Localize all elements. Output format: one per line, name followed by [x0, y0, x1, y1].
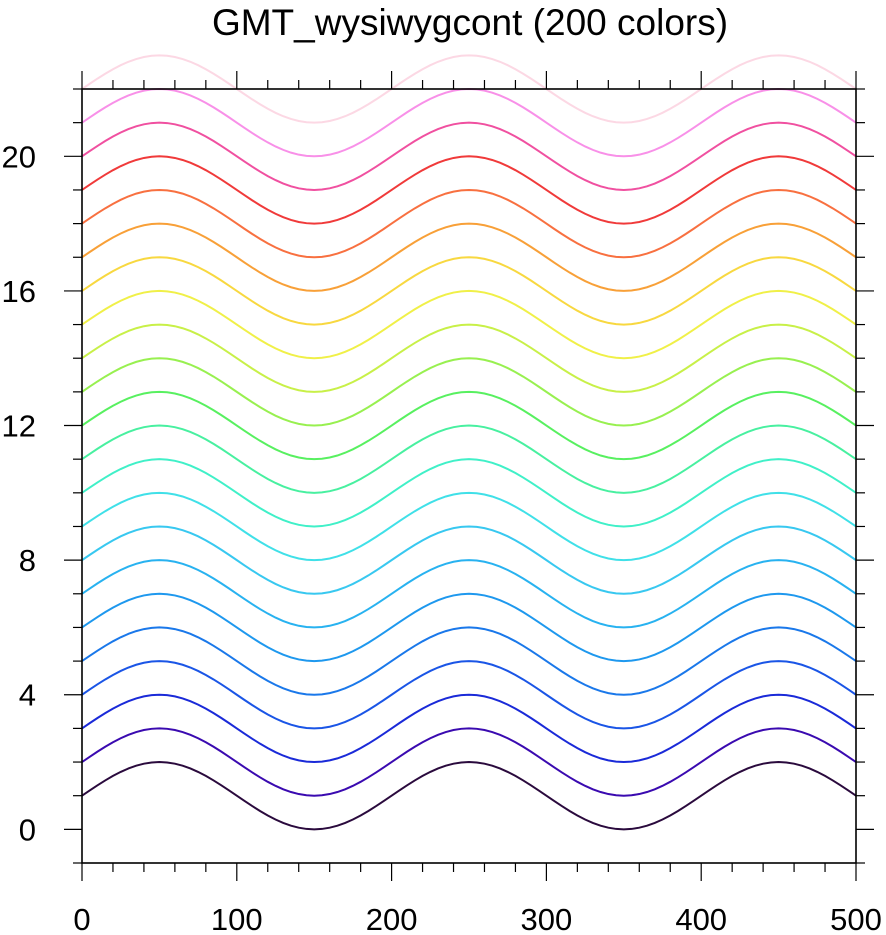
x-tick-label: 0	[73, 902, 90, 935]
y-tick-label: 20	[2, 139, 36, 174]
tick-label-group: 0 100 200 300 400 500 0 4 8 12 16 20	[2, 139, 882, 935]
x-tick-label: 300	[521, 902, 573, 935]
series-line-8	[81, 491, 857, 562]
series-line-2	[81, 693, 857, 764]
series-line-12	[81, 357, 857, 427]
y-tick-label: 0	[19, 812, 36, 847]
y-tick-label: 8	[19, 543, 36, 578]
tick-group	[64, 71, 874, 881]
series-line-16	[81, 222, 857, 292]
series-line-21	[81, 54, 857, 124]
series-line-19	[81, 121, 857, 191]
series-line-11	[81, 390, 857, 461]
x-tick-label: 100	[211, 902, 263, 935]
series-line-17	[81, 188, 857, 259]
series-line-4	[81, 626, 857, 696]
series-line-14	[81, 289, 857, 360]
series-line-6	[81, 559, 857, 629]
series-line-0	[81, 761, 857, 831]
x-tick-label: 500	[830, 902, 882, 935]
series-line-3	[81, 660, 857, 730]
series-line-13	[81, 323, 857, 393]
chart-title: GMT_wysiwygcont (200 colors)	[211, 2, 729, 43]
plot-frame	[81, 88, 857, 864]
series-line-5	[81, 592, 857, 663]
series-line-1	[81, 727, 857, 797]
x-tick-label: 400	[675, 902, 727, 935]
x-tick-label: 200	[366, 902, 418, 935]
series-line-7	[81, 525, 857, 595]
series-line-18	[81, 155, 857, 225]
series-group	[81, 54, 857, 831]
series-line-9	[81, 458, 857, 528]
series-line-10	[81, 424, 857, 494]
y-tick-label: 4	[19, 678, 36, 713]
series-line-15	[81, 256, 857, 326]
y-tick-label: 16	[2, 274, 36, 309]
y-tick-label: 12	[2, 409, 36, 444]
